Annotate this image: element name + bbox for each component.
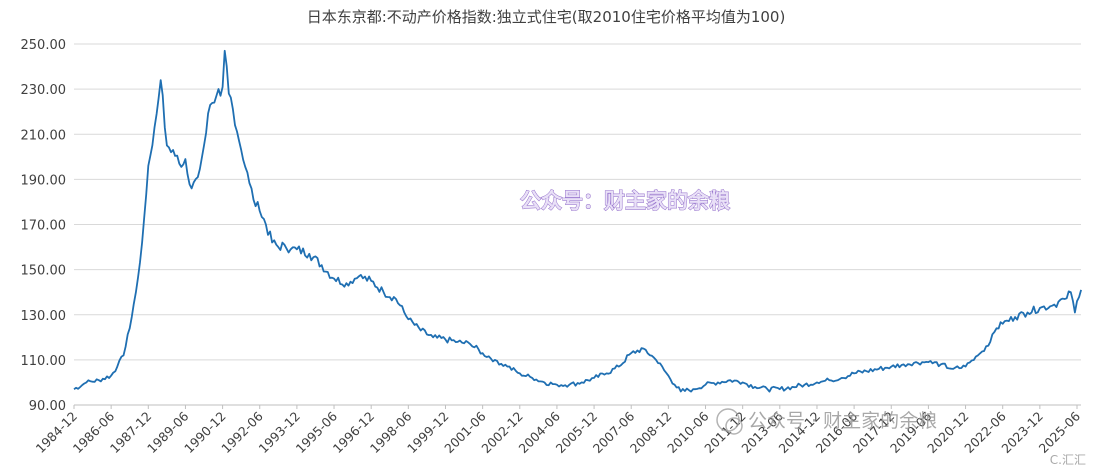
y-axis: 90.00 110.00 130.00 150.00 170.00 190.00 210.0…	[21, 38, 67, 414]
watermark-center: 公众号：财主家的余粮	[520, 189, 730, 213]
watermark-bottom: 公众号 · 财主家的余粮	[748, 410, 937, 432]
y-tick-label: 150.00	[21, 264, 67, 279]
y-tick-label: 210.00	[21, 128, 67, 143]
y-tick-label: 190.00	[21, 173, 67, 188]
wechat-icon-bubble	[725, 417, 743, 435]
watermark-corner: C.汇汇	[1050, 453, 1086, 467]
y-tick-label: 170.00	[21, 219, 67, 234]
gridlines	[74, 43, 1081, 406]
y-tick-label: 250.00	[21, 38, 67, 53]
chart-title: 日本东京都:不动产价格指数:独立式住宅(取2010住宅价格平均值为100)	[307, 8, 786, 26]
y-tick-label: 230.00	[21, 83, 67, 98]
watermark-bottom-group: 公众号 · 财主家的余粮	[716, 408, 937, 435]
plot-area	[73, 49, 1082, 393]
y-tick-label: 90.00	[29, 399, 66, 414]
y-tick-label: 110.00	[21, 354, 67, 369]
y-tick-label: 130.00	[21, 309, 67, 324]
series-line	[73, 49, 1082, 393]
